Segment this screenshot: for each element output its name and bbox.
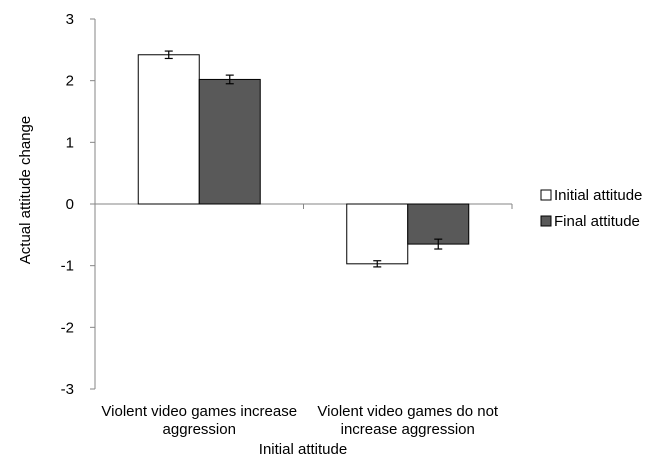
legend-label: Final attitude — [554, 213, 640, 230]
x-tick-label: Violent video games do not increase aggre… — [317, 403, 499, 438]
y-tick-label: 2 — [66, 73, 74, 90]
x-tick-label: Violent video games increase aggression — [101, 403, 297, 438]
y-tick-label: -1 — [61, 258, 74, 275]
bar — [137, 54, 200, 205]
bars — [137, 50, 470, 268]
legend-label: Initial attitude — [554, 187, 642, 204]
y-tick-label: 0 — [66, 196, 74, 213]
labels: 3 2 1 0 -1 -2 -3 Violent video games increase ag… — [17, 11, 499, 456]
legend-swatch — [540, 215, 552, 227]
legend: Initial attitude Final attitude — [540, 187, 642, 230]
y-tick-label: 3 — [66, 11, 74, 28]
bar — [198, 78, 261, 205]
x-axis-title: Initial attitude — [259, 441, 347, 456]
y-tick-label: -3 — [61, 381, 74, 398]
y-tick-label: 1 — [66, 134, 74, 151]
bar — [346, 203, 409, 265]
y-axis-title: Actual attitude change — [17, 116, 34, 264]
legend-swatch — [540, 189, 552, 201]
bar — [407, 203, 470, 245]
y-tick-label: -2 — [61, 319, 74, 336]
